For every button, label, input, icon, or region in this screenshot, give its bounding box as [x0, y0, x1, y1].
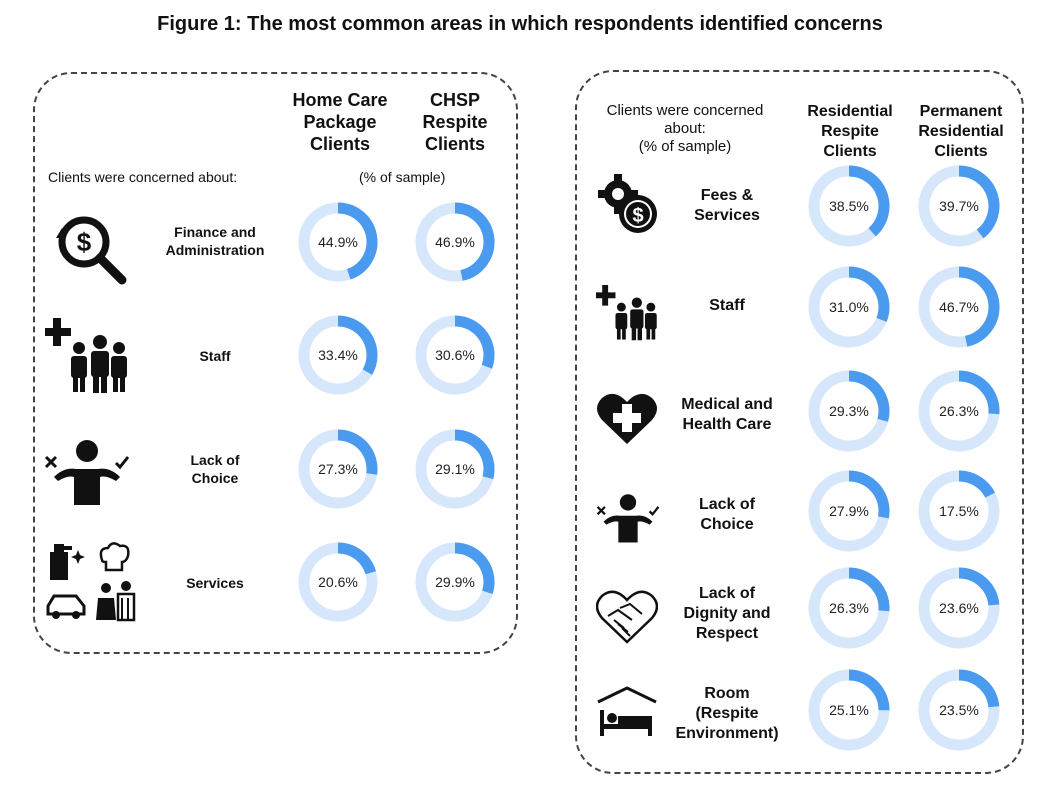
donut-value-label: 31.0% [829, 299, 869, 315]
left-row-label: Lack of Choice [190, 452, 240, 486]
donut-chart: 29.9% [415, 542, 495, 622]
left-col2-header: CHSP Respite Clients [422, 90, 488, 154]
donut-value-arc [848, 567, 890, 612]
donut-value-arc [848, 669, 890, 711]
choice-icon [44, 440, 130, 505]
right-row-label: Medical and Health Care [681, 396, 773, 433]
donut-chart: 33.4% [298, 315, 378, 395]
donut-value-label: 33.4% [318, 347, 358, 363]
donut-value-label: 20.6% [318, 574, 358, 590]
donut-value-arc [958, 567, 1000, 606]
donut-value-label: 17.5% [939, 503, 979, 519]
donut-value-label: 39.7% [939, 198, 979, 214]
room-bed-icon [597, 686, 657, 736]
donut-value-arc [958, 370, 1000, 415]
svg-text:$: $ [77, 227, 92, 257]
right-subheading: Clients were concerned about: (% of sample… [606, 102, 764, 155]
left-panel [33, 72, 518, 654]
donut-value-label: 44.9% [318, 234, 358, 250]
donut-value-arc [848, 370, 890, 422]
donut-value-arc [958, 470, 996, 498]
right-row-label: Lack of Dignity and Respect [683, 585, 771, 642]
donut-chart: 27.3% [298, 429, 378, 509]
donut-value-arc [958, 669, 1000, 708]
donut-value-label: 38.5% [829, 198, 869, 214]
donut-value-arc [958, 165, 1000, 239]
donut-value-arc [454, 315, 495, 369]
donut-chart: 30.6% [415, 315, 495, 395]
donut-chart: 27.9% [808, 470, 890, 552]
left-unit-label: (% of sample) [359, 169, 446, 185]
right-col1-header: Residential Respite Clients [807, 103, 893, 160]
right-row-label: Room (Respite Environment) [675, 685, 779, 742]
donut-chart: 46.7% [918, 266, 1000, 348]
donut-chart: 29.1% [415, 429, 495, 509]
donut-chart: 26.3% [918, 370, 1000, 452]
donut-chart: 38.5% [808, 165, 890, 247]
choice-icon [596, 494, 660, 543]
figure-title: Figure 1: The most common areas in which… [157, 13, 883, 35]
donut-value-label: 26.3% [829, 600, 869, 616]
medical-heart-icon [597, 393, 657, 444]
donut-value-label: 26.3% [939, 403, 979, 419]
donut-chart: 23.5% [918, 669, 1000, 751]
left-subheading: Clients were concerned about: [48, 169, 238, 185]
donut-value-label: 25.1% [829, 702, 869, 718]
services-icon [46, 542, 136, 622]
right-panel [575, 70, 1024, 774]
right-row-label: Staff [709, 297, 745, 314]
staff-icon [45, 318, 127, 393]
donut-value-label: 29.9% [435, 574, 475, 590]
donut-value-arc [337, 202, 378, 280]
donut-chart: 20.6% [298, 542, 378, 622]
donut-value-arc [848, 165, 890, 237]
right-row-label: Fees & Services [694, 187, 760, 224]
donut-chart: 23.6% [918, 567, 1000, 649]
donut-chart: 46.9% [415, 202, 495, 282]
fees-gear-icon: $ [598, 174, 657, 233]
donut-value-label: 23.5% [939, 702, 979, 718]
donut-chart: 44.9% [298, 202, 378, 282]
donut-chart: 26.3% [808, 567, 890, 649]
donut-value-arc [337, 542, 376, 575]
donut-chart: 31.0% [808, 266, 890, 348]
donut-value-arc [848, 470, 890, 519]
donut-value-label: 29.3% [829, 403, 869, 419]
right-row-label: Lack of Choice [698, 496, 755, 533]
left-row-label: Finance and Administration [165, 224, 265, 258]
dignity-hands-icon [596, 590, 658, 644]
donut-chart: 17.5% [918, 470, 1000, 552]
donut-value-arc [337, 429, 378, 475]
donut-value-label: 27.9% [829, 503, 869, 519]
donut-value-label: 27.3% [318, 461, 358, 477]
donut-chart: 39.7% [918, 165, 1000, 247]
finance-search-icon: $ [56, 216, 127, 285]
svg-text:$: $ [632, 205, 643, 227]
donut-value-arc [958, 266, 1000, 347]
donut-value-label: 29.1% [435, 461, 475, 477]
donut-value-arc [454, 202, 495, 281]
left-row-label: Staff [199, 348, 231, 364]
donut-value-arc [454, 429, 495, 480]
donut-value-arc [454, 542, 495, 594]
donut-chart: 25.1% [808, 669, 890, 751]
donut-value-label: 46.9% [435, 234, 475, 250]
donut-chart: 29.3% [808, 370, 890, 452]
staff-icon [596, 285, 657, 341]
left-col1-header: Home Care Package Clients [292, 90, 388, 154]
donut-value-label: 23.6% [939, 600, 979, 616]
donut-value-arc [848, 266, 890, 322]
right-col2-header: Permanent Residential Clients [918, 103, 1004, 160]
donut-value-label: 30.6% [435, 347, 475, 363]
left-row-label: Services [186, 575, 244, 591]
donut-value-label: 46.7% [939, 299, 979, 315]
donut-value-arc [337, 315, 378, 375]
